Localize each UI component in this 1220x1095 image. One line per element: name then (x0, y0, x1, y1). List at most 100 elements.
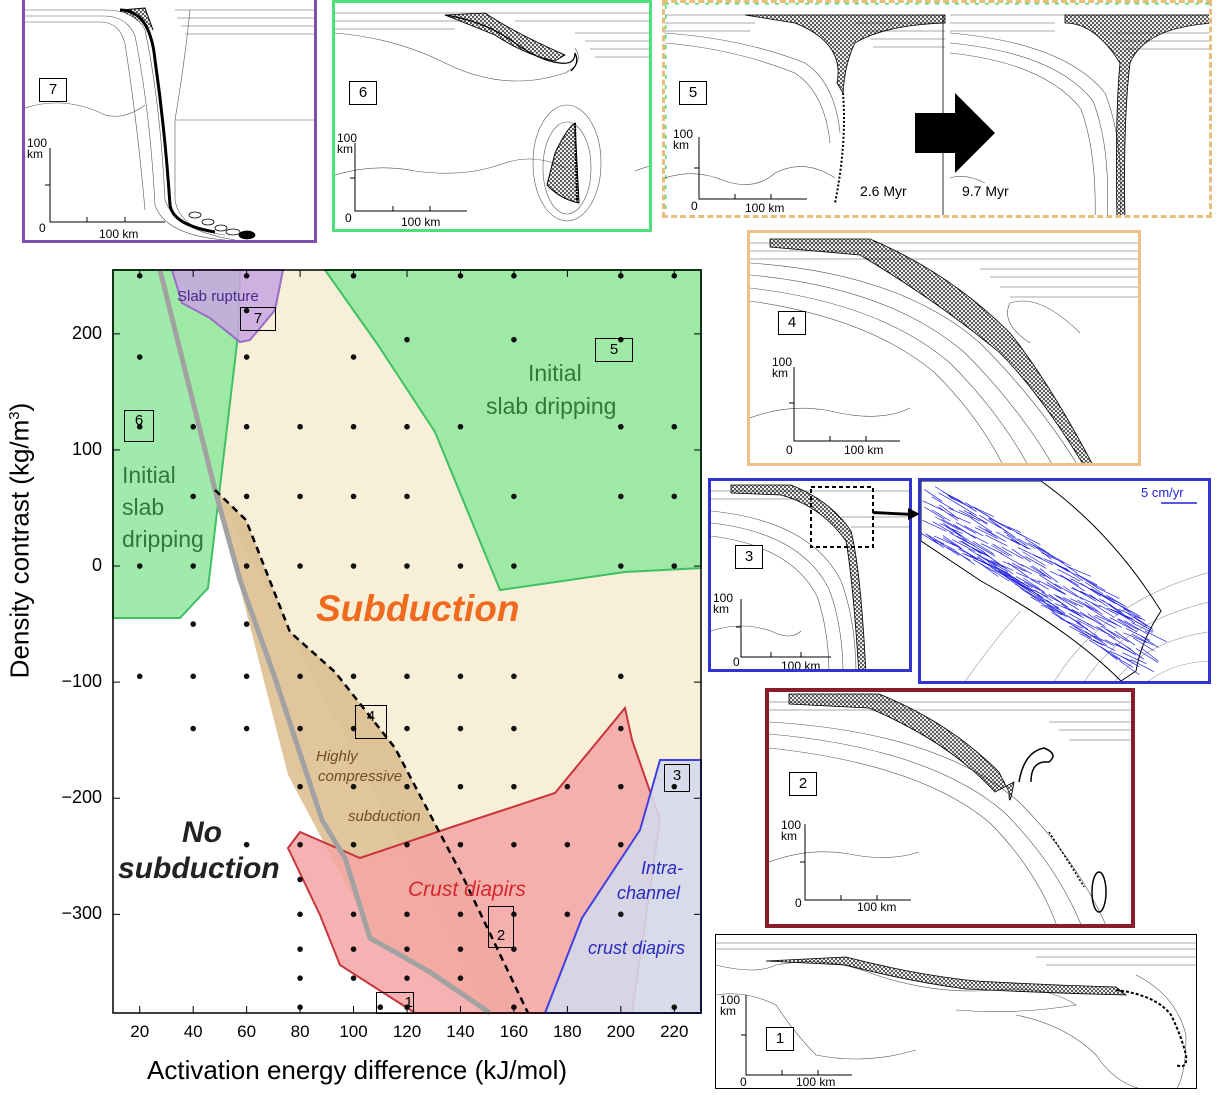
velocity-vector (940, 543, 960, 556)
plot-marker-4: 4 (355, 705, 387, 739)
velocity-vector (1101, 646, 1121, 660)
velocity-vector (1020, 564, 1046, 577)
data-point (618, 493, 624, 500)
panel-6-scale-v: 100 km (337, 131, 358, 156)
x-tick-label: 220 (660, 1022, 689, 1041)
velocity-vector (972, 540, 995, 555)
velocity-vector (1062, 585, 1084, 601)
data-point (618, 423, 624, 430)
velocity-vector (934, 535, 957, 547)
velocity-vector (1023, 577, 1045, 593)
data-point (404, 783, 410, 790)
y-tick-label: −200 (61, 787, 102, 808)
data-point (350, 673, 357, 680)
data-point (136, 423, 143, 430)
panel-5-scale-v: 100 km (673, 127, 694, 152)
data-point (350, 493, 357, 500)
y-axis-title: Density contrast (kg/m3) (4, 402, 35, 679)
velocity-vector (1010, 538, 1032, 550)
velocity-vector (1071, 587, 1096, 599)
velocity-vector (1120, 655, 1140, 668)
velocity-vector (1048, 593, 1068, 608)
plot-marker-3: 3 (664, 764, 690, 792)
velocity-vector (1080, 582, 1101, 597)
panel-7-drawing (25, 7, 314, 240)
data-points (136, 273, 678, 1010)
data-point (136, 354, 143, 360)
panel-1-drawing (716, 942, 1196, 1088)
data-point (350, 725, 357, 732)
data-point (243, 354, 250, 360)
velocity-vector (961, 540, 982, 555)
data-point (564, 841, 571, 848)
region-slab-rupture (170, 269, 285, 344)
velocity-vector (1055, 595, 1080, 611)
data-point (350, 563, 357, 569)
velocity-vector (958, 509, 980, 522)
velocity-vector (977, 556, 996, 570)
velocity-vector (1079, 611, 1102, 625)
velocity-vector (922, 500, 944, 511)
velocity-vector (1125, 611, 1148, 627)
data-point (457, 975, 464, 981)
velocity-vector (932, 521, 954, 535)
label-initial-left-1: Initial (122, 462, 176, 488)
data-point (190, 563, 196, 569)
data-point (457, 673, 464, 680)
velocity-vector (924, 506, 945, 520)
velocity-vector (1069, 625, 1090, 638)
velocity-vector (1114, 610, 1136, 624)
panel-2-scale-zero: 0 (795, 896, 802, 910)
velocity-vector (1006, 534, 1029, 550)
velocity-vector (1110, 608, 1134, 620)
velocity-vector (1064, 577, 1086, 592)
velocity-vector (931, 496, 954, 511)
data-point (404, 725, 410, 732)
velocity-vector (1035, 598, 1060, 610)
panel-3-drawing (711, 484, 909, 669)
velocity-vector (1039, 574, 1062, 590)
velocity-vector (1114, 643, 1136, 655)
velocity-vector (1123, 632, 1148, 644)
velocity-vector (1091, 602, 1115, 618)
velocity-vector (994, 559, 1014, 575)
velocity-vector (1007, 562, 1029, 578)
velocity-vector (1079, 633, 1104, 646)
data-point (190, 493, 196, 500)
velocity-vector (1030, 566, 1052, 580)
velocity-vector (1144, 630, 1167, 643)
label-initial-right-2: slab dripping (486, 393, 617, 419)
panel-3: 3 100 km 0 100 km (708, 478, 912, 672)
velocity-vector (1016, 532, 1041, 545)
panel-4-scale-zero: 0 (786, 443, 793, 457)
data-point (297, 975, 303, 981)
velocity-vector (945, 526, 968, 541)
velocity-vector (1015, 576, 1041, 590)
data-point (457, 563, 464, 569)
velocity-vector (964, 531, 989, 544)
data-point (404, 975, 410, 981)
label-highly-3: subduction (348, 808, 421, 825)
panel-3-zoom: 5 cm/yr (918, 478, 1211, 684)
velocity-vector (996, 531, 1021, 546)
velocity-vector (1123, 608, 1146, 621)
velocity-vector (1033, 545, 1052, 560)
velocity-vector (1057, 568, 1081, 582)
velocity-vector (974, 527, 999, 539)
velocity-vector (992, 543, 1012, 557)
data-point (671, 493, 678, 500)
velocity-vector (1117, 618, 1138, 633)
velocity-vector (1066, 565, 1091, 577)
velocity-vector (1047, 552, 1071, 567)
x-tick-label: 100 (339, 1022, 368, 1041)
velocity-vector (1046, 599, 1066, 614)
velocity-vector (1046, 604, 1067, 618)
velocity-vector (980, 563, 999, 577)
velocity-vector (1000, 553, 1024, 567)
velocity-vector (1008, 577, 1033, 588)
data-point (297, 946, 303, 952)
label-no-2: subduction (118, 852, 280, 885)
velocity-vector (1072, 625, 1093, 639)
data-point (350, 946, 357, 952)
velocity-vector (1025, 591, 1045, 602)
